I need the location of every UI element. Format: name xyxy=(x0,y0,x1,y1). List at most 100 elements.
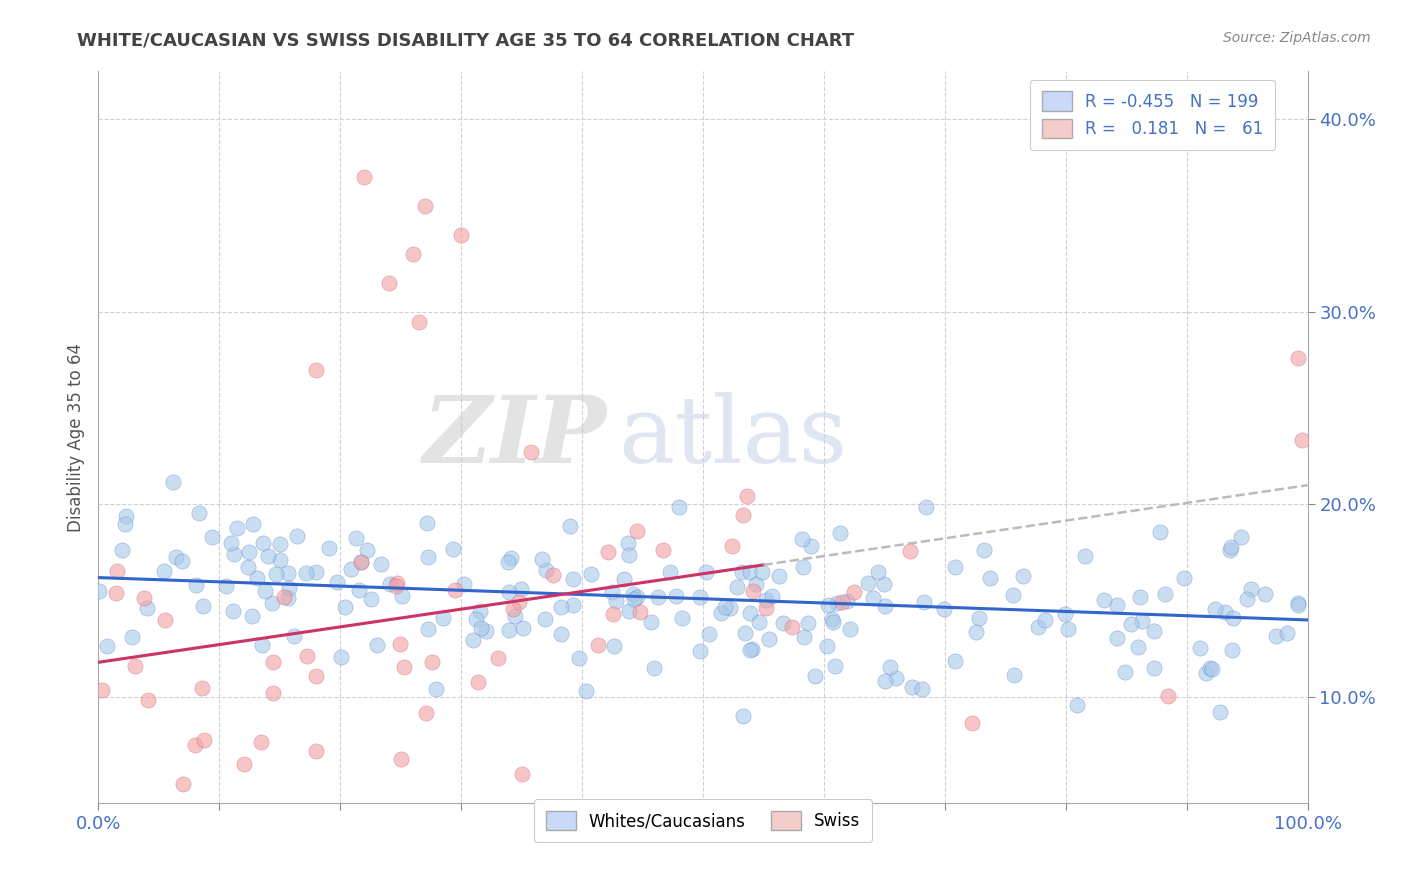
Point xyxy=(668,500,690,515)
Point xyxy=(979,571,1001,585)
Point xyxy=(277,591,299,605)
Point xyxy=(416,516,439,530)
Point xyxy=(269,553,291,567)
Point xyxy=(1204,601,1226,615)
Point xyxy=(225,521,247,535)
Point xyxy=(943,560,966,574)
Point xyxy=(911,681,934,696)
Point xyxy=(283,628,305,642)
Point xyxy=(91,683,114,698)
Point xyxy=(734,626,756,640)
Y-axis label: Disability Age 35 to 64: Disability Age 35 to 64 xyxy=(66,343,84,532)
Point xyxy=(470,604,492,618)
Point xyxy=(1291,433,1313,447)
Point xyxy=(450,227,472,242)
Point xyxy=(830,525,852,540)
Point xyxy=(408,315,430,329)
Point xyxy=(184,578,207,592)
Point xyxy=(733,508,755,522)
Point xyxy=(370,557,392,571)
Point xyxy=(617,535,640,549)
Point xyxy=(262,655,284,669)
Point xyxy=(733,709,755,723)
Text: Source: ZipAtlas.com: Source: ZipAtlas.com xyxy=(1223,31,1371,45)
Point xyxy=(831,595,853,609)
Point xyxy=(172,776,194,790)
Point xyxy=(1222,643,1244,657)
Point xyxy=(1143,661,1166,675)
Point xyxy=(932,602,955,616)
Text: WHITE/CAUCASIAN VS SWISS DISABILITY AGE 35 TO 64 CORRELATION CHART: WHITE/CAUCASIAN VS SWISS DISABILITY AGE … xyxy=(77,31,855,49)
Point xyxy=(740,643,762,657)
Point xyxy=(755,593,778,607)
Point xyxy=(287,529,309,543)
Point xyxy=(900,680,922,694)
Point xyxy=(1130,614,1153,628)
Point xyxy=(1143,624,1166,638)
Point xyxy=(1199,661,1222,675)
Point xyxy=(1275,626,1298,640)
Point xyxy=(464,612,486,626)
Point xyxy=(533,611,555,625)
Point xyxy=(1254,587,1277,601)
Point xyxy=(249,734,271,748)
Point xyxy=(780,620,803,634)
Point xyxy=(441,541,464,556)
Point xyxy=(1173,571,1195,585)
Point xyxy=(1002,668,1025,682)
Point xyxy=(714,600,737,615)
Point xyxy=(453,576,475,591)
Point xyxy=(626,590,648,604)
Point xyxy=(745,577,768,591)
Point xyxy=(520,445,543,459)
Point xyxy=(1033,613,1056,627)
Point xyxy=(253,583,276,598)
Point xyxy=(377,276,399,290)
Point xyxy=(562,572,585,586)
Point xyxy=(222,547,245,561)
Point xyxy=(246,570,269,584)
Point xyxy=(560,518,582,533)
Point xyxy=(498,585,520,599)
Point xyxy=(366,638,388,652)
Point xyxy=(915,500,938,515)
Point xyxy=(797,616,820,631)
Point xyxy=(266,566,288,581)
Legend: Whites/Caucasians, Swiss: Whites/Caucasians, Swiss xyxy=(534,799,872,842)
Point xyxy=(737,489,759,503)
Point xyxy=(105,586,128,600)
Point xyxy=(1230,530,1253,544)
Point xyxy=(503,609,526,624)
Point xyxy=(541,567,564,582)
Point xyxy=(838,622,860,636)
Point xyxy=(821,612,844,626)
Point xyxy=(695,565,717,579)
Point xyxy=(385,576,408,591)
Point xyxy=(596,544,619,558)
Point xyxy=(1240,582,1263,596)
Point xyxy=(257,549,280,564)
Point xyxy=(240,608,263,623)
Point xyxy=(626,524,648,538)
Point xyxy=(562,599,585,613)
Point xyxy=(136,693,159,707)
Point xyxy=(499,551,522,566)
Point xyxy=(425,681,447,696)
Point xyxy=(844,585,866,599)
Point xyxy=(155,613,177,627)
Point xyxy=(1074,549,1097,563)
Point xyxy=(658,565,681,579)
Point xyxy=(665,589,688,603)
Point xyxy=(350,555,373,569)
Point xyxy=(262,686,284,700)
Point xyxy=(502,602,524,616)
Point xyxy=(305,565,328,579)
Point xyxy=(222,603,245,617)
Point xyxy=(378,576,401,591)
Point xyxy=(384,579,406,593)
Point xyxy=(1195,666,1218,681)
Point xyxy=(738,606,761,620)
Point xyxy=(536,563,558,577)
Point xyxy=(1066,698,1088,712)
Point xyxy=(111,542,134,557)
